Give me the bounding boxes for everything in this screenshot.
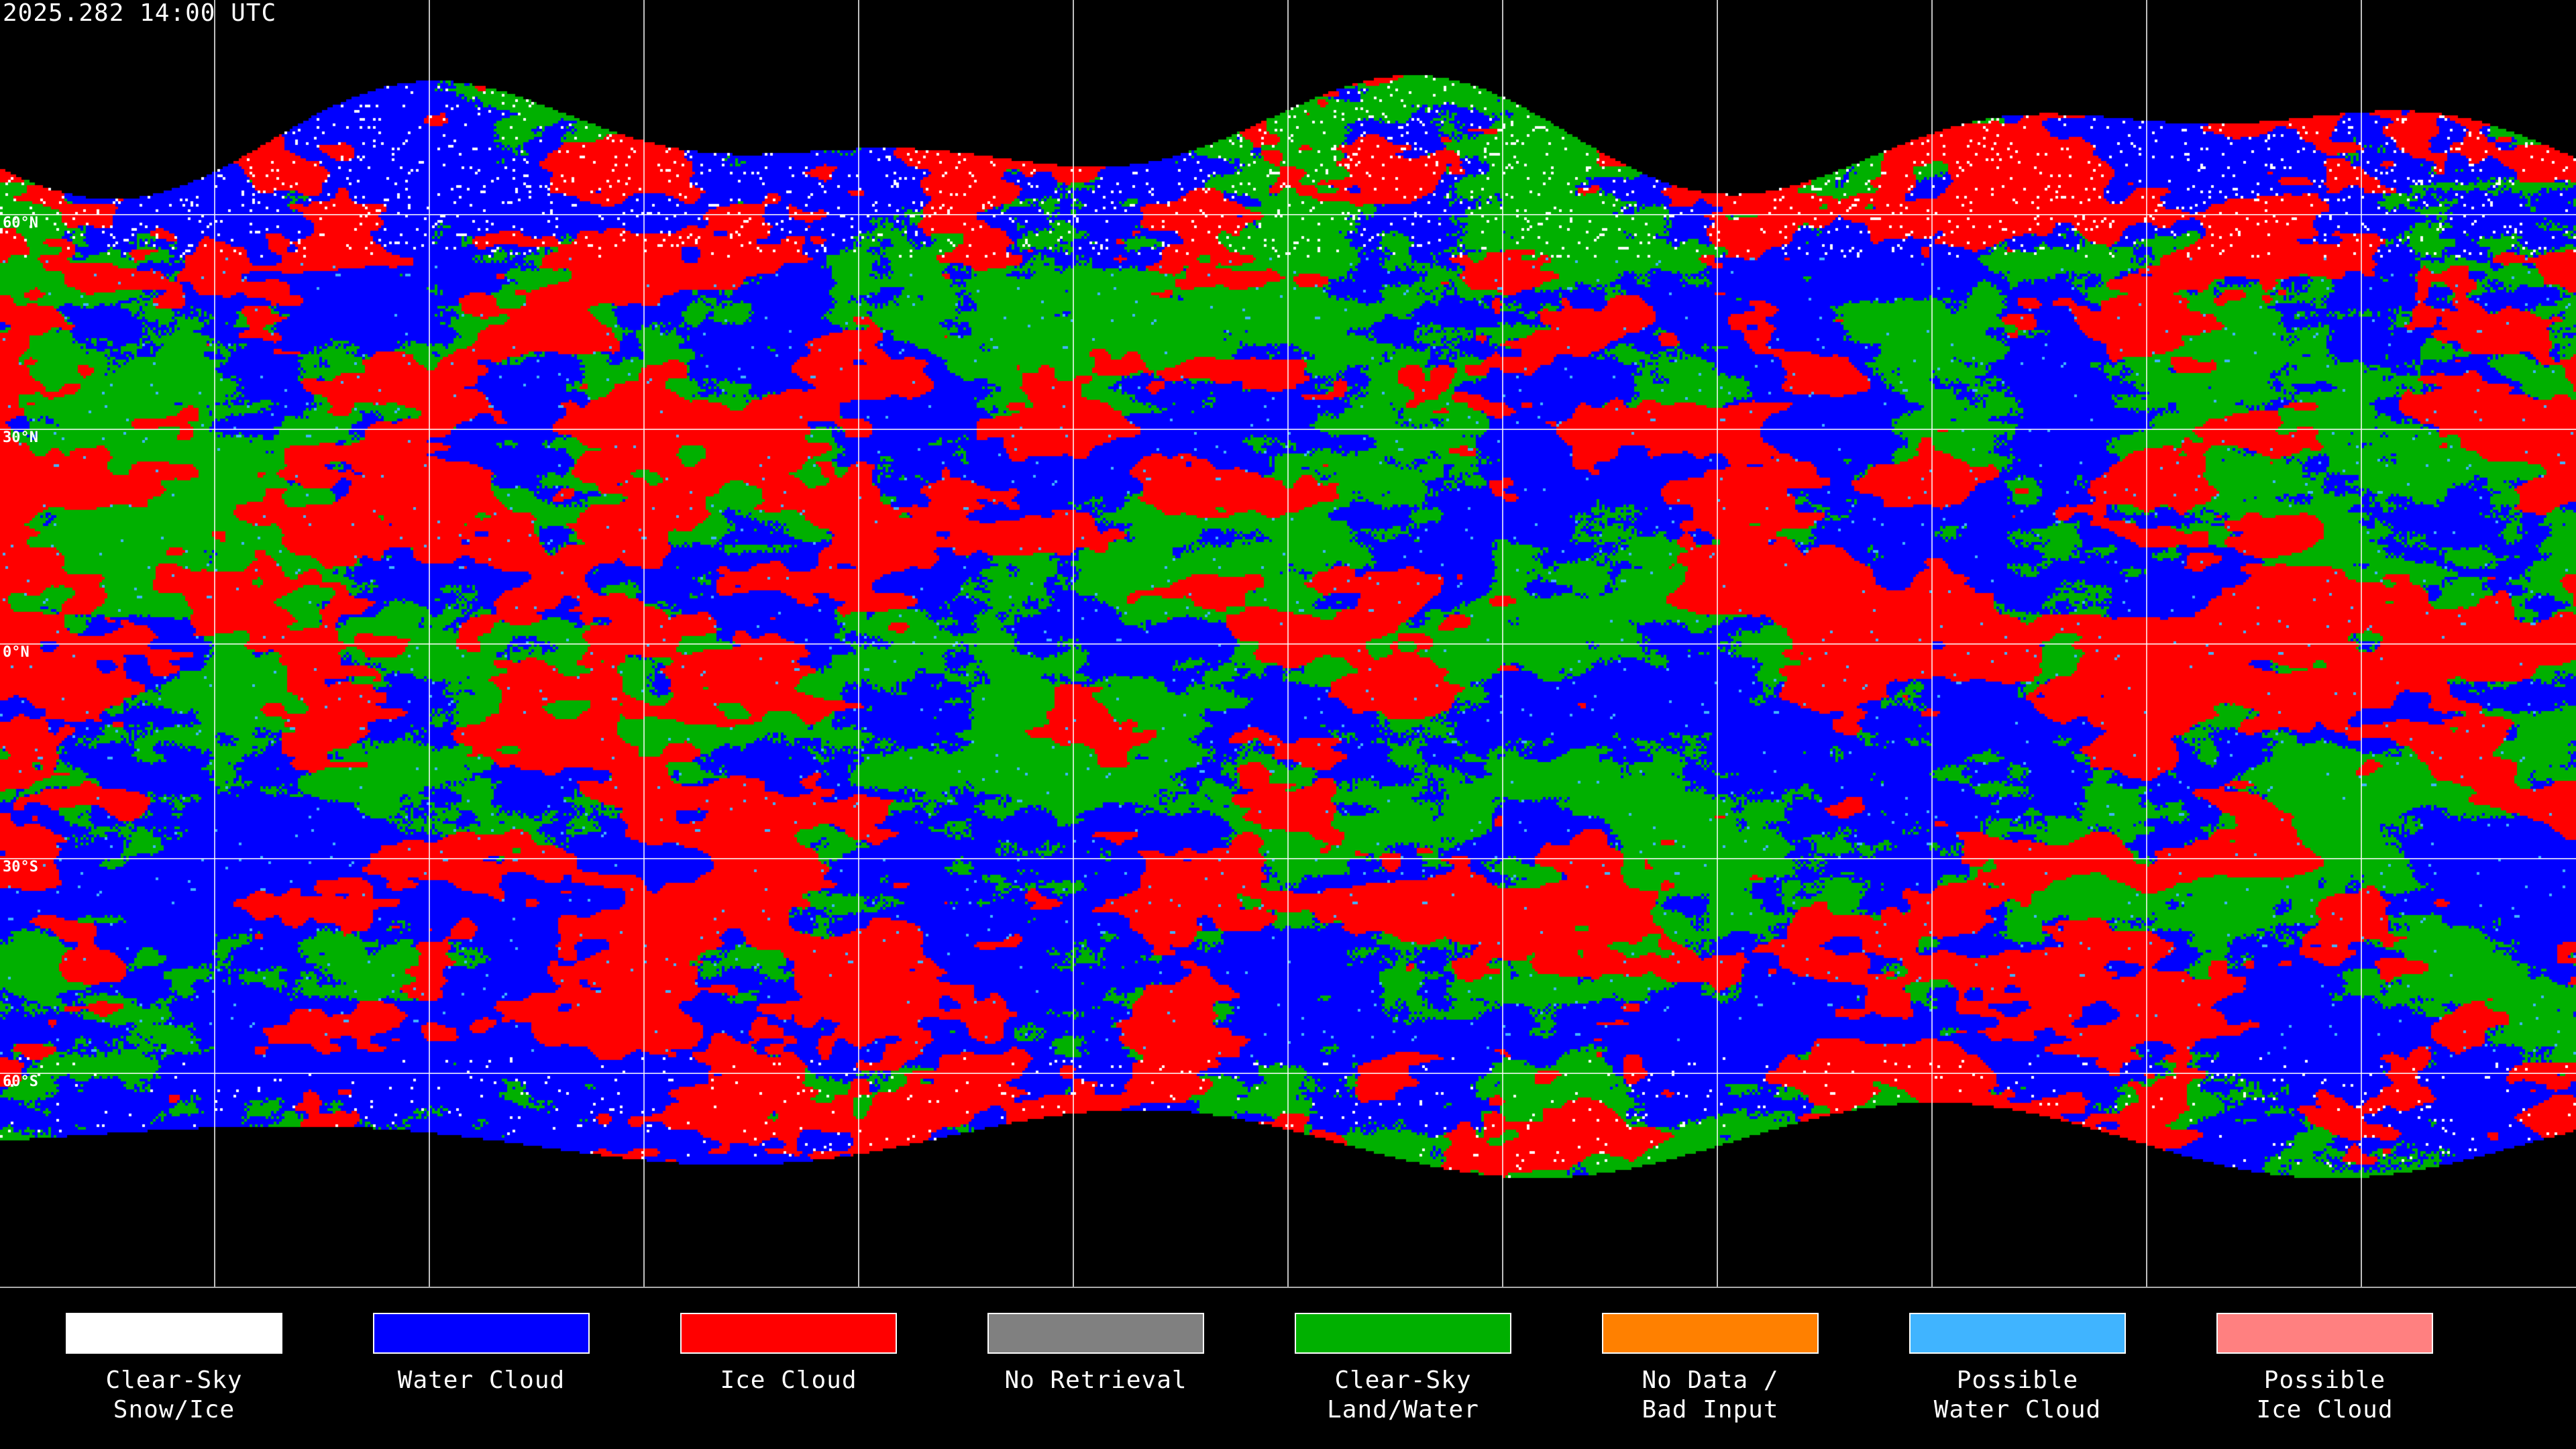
legend-label: Clear-Sky Land/Water [1327,1366,1479,1424]
lat-label-0n: 0°N [3,644,30,661]
legend-swatch [66,1313,282,1354]
legend-swatch [1602,1313,1819,1354]
legend-item-water-cloud: Water Cloud [373,1313,590,1395]
legend-item-possible-ice-cloud: Possible Ice Cloud [2216,1313,2433,1425]
legend-label: Water Cloud [397,1366,566,1394]
legend-swatch [680,1313,897,1354]
legend-item-clear-sky-land-water: Clear-Sky Land/Water [1295,1313,1511,1425]
legend-swatch [2216,1313,2433,1354]
legend-label: Possible Water Cloud [1933,1366,2102,1424]
legend-label: No Data / Bad Input [1642,1366,1779,1424]
legend-swatch [987,1313,1204,1354]
lat-label-60s: 60°S [3,1073,38,1090]
legend-item-clear-sky-snow-ice: Clear-Sky Snow/Ice [66,1313,282,1425]
legend-swatch [1295,1313,1511,1354]
lat-label-60n: 60°N [3,215,38,231]
legend-item-ice-cloud: Ice Cloud [680,1313,897,1395]
legend-item-no-retrieval: No Retrieval [987,1313,1204,1395]
legend-swatch [1909,1313,2126,1354]
legend-item-no-data: No Data / Bad Input [1602,1313,1819,1425]
timestamp-title: 2025.282 14:00 UTC [3,0,277,27]
legend-swatch [373,1313,590,1354]
legend-label: Clear-Sky Snow/Ice [105,1366,243,1424]
map-legend-divider [0,1287,2576,1288]
legend-label: Possible Ice Cloud [2256,1366,2394,1424]
legend-label: No Retrieval [1004,1366,1187,1394]
legend-label: Ice Cloud [720,1366,857,1394]
legend: Clear-Sky Snow/Ice Water Cloud Ice Cloud… [0,1288,2576,1449]
graticule [0,0,2576,1288]
legend-item-possible-water-cloud: Possible Water Cloud [1909,1313,2126,1425]
lat-label-30n: 30°N [3,429,38,446]
lat-label-30s: 30°S [3,859,38,875]
